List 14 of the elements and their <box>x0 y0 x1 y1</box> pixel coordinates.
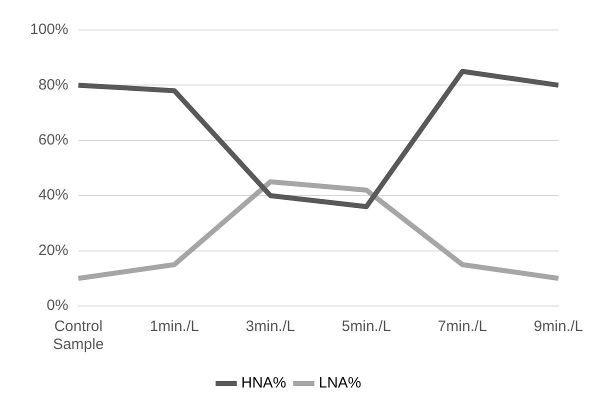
legend-label: LNA% <box>318 374 362 392</box>
x-tick-label: 1min./L <box>150 318 199 336</box>
x-tick-label: 9min./L <box>534 318 584 336</box>
y-tick-label: 100% <box>30 21 68 38</box>
y-tick-label: 80% <box>38 76 68 94</box>
x-tick-label: Control Sample <box>52 318 104 354</box>
x-tick-label: 3min./L <box>246 318 295 336</box>
legend-label: HNA% <box>241 374 286 392</box>
y-tick-label: 40% <box>38 186 68 204</box>
x-tick-label: 7min./L <box>438 318 487 336</box>
x-tick-label: 5min./L <box>342 318 391 336</box>
y-tick-label: 60% <box>38 132 68 149</box>
y-tick-label: 20% <box>38 242 68 259</box>
y-tick-label: 0% <box>46 297 68 314</box>
